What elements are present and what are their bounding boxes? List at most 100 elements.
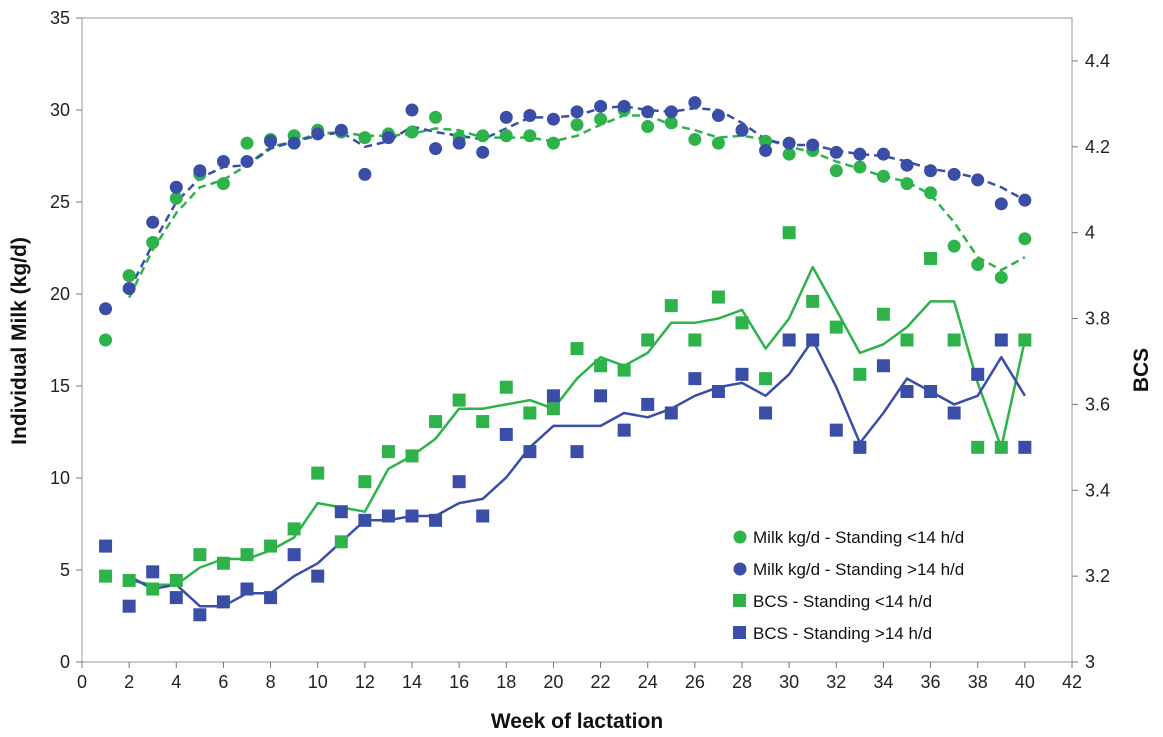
x-tick-label: 30 [779,672,799,692]
legend-green-circle-marker [733,530,747,544]
x-tick-label: 10 [308,672,328,692]
legend-label-milk-low: Milk kg/d - Standing <14 h/d [753,528,964,547]
series-1-point [688,96,702,110]
plot-border [81,17,1073,663]
series-2-point [334,535,348,549]
legend-blue-square-marker [733,626,746,639]
left-y-tick-label: 35 [50,8,70,28]
series-3-point [334,505,348,519]
series-1-point [570,105,584,119]
series-2-point [947,333,961,347]
series-3-point [546,389,560,403]
series-0-point [641,120,655,134]
series-1-point [193,164,207,178]
series-2-point [994,440,1008,454]
left-y-tick-label: 25 [50,192,70,212]
series-1-point [169,180,183,194]
series-1-point [523,109,537,123]
series-3-point [287,548,301,562]
series-3-point [806,333,820,347]
series-1-point [711,109,725,123]
series-1-point [287,136,301,150]
series-2-point [216,556,230,570]
series-1-point [947,167,961,181]
series-2-point [617,363,631,377]
right-y-tick-label: 3.4 [1085,480,1110,500]
series-2-point [193,548,207,562]
series-1-point [853,147,867,161]
series-3-point [1018,440,1032,454]
series-1-point [476,145,490,159]
series-0-point [994,270,1008,284]
x-tick-label: 12 [355,672,375,692]
series-1-point [782,136,796,150]
series-1-point [829,145,843,159]
series-0-point [594,112,608,126]
series-0-point [900,177,914,191]
x-tick-label: 38 [968,672,988,692]
series-2-point [711,290,725,304]
series-3-point [311,569,325,583]
series-1-point [358,167,372,181]
legend-entry-bcs-low: BCS - Standing <14 h/d [733,592,932,611]
series-0-point [405,125,419,139]
series-0-point [570,118,584,132]
series-1-point [1018,193,1032,207]
series-3-point [971,367,985,381]
axes-layer: 0 2 4 6 8 10 12 14 16 18 20 22 24 26 28 30 32 34 36 38 40 420… [50,8,1110,692]
series-3-point [853,440,867,454]
series-0-point [1018,232,1032,246]
series-0-point [216,177,230,191]
series-3-point [429,513,443,527]
series-0-point [429,110,443,124]
series-0-point [664,116,678,130]
series-3-point [99,539,113,553]
series-2-point [688,333,702,347]
series-0-point [711,136,725,150]
trendline-1 [127,105,1026,291]
series-2-point [829,320,843,334]
x-tick-label: 6 [218,672,228,692]
x-tick-label: 8 [266,672,276,692]
series-3-point [193,608,207,622]
series-0-point [759,134,773,148]
series-2-point [99,569,113,583]
series-1-point [216,155,230,169]
series-0-point [240,136,254,150]
series-0-point [829,164,843,178]
series-0-point [358,131,372,145]
series-2-point [523,406,537,420]
left-y-tick-label: 0 [60,652,70,672]
series-2-point [853,367,867,381]
x-tick-label: 20 [543,672,563,692]
series-1-point [429,142,443,156]
series-3-point [122,599,136,613]
series-1-point [264,134,278,148]
x-tick-label: 34 [873,672,893,692]
series-1-point [381,131,395,145]
right-y-tick-label: 3.2 [1085,566,1110,586]
series-2-point [664,299,678,313]
series-1-point [759,143,773,157]
series-2-point [782,226,796,240]
legend-green-square-marker [733,594,746,607]
series-1-point [876,147,890,161]
x-tick-label: 28 [732,672,752,692]
left-y-tick-label: 20 [50,284,70,304]
series-0-point [476,129,490,143]
right-y-tick-label: 4.2 [1085,137,1110,157]
series-3-point [711,385,725,399]
series-2-point [546,402,560,416]
series-0-point [169,191,183,205]
series-2-point [169,573,183,587]
series-3-point [169,591,183,605]
series-2-point [381,445,395,459]
series-3-point [476,509,490,523]
series-2-point [287,522,301,536]
series-3-point [876,359,890,373]
series-1-point [311,127,325,141]
series-2-point [806,294,820,308]
series-0-point [947,239,961,253]
right-y-tick-label: 4 [1085,223,1095,243]
series-3-point [240,582,254,596]
